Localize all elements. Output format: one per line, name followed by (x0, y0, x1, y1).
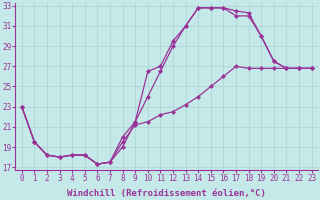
X-axis label: Windchill (Refroidissement éolien,°C): Windchill (Refroidissement éolien,°C) (67, 189, 266, 198)
